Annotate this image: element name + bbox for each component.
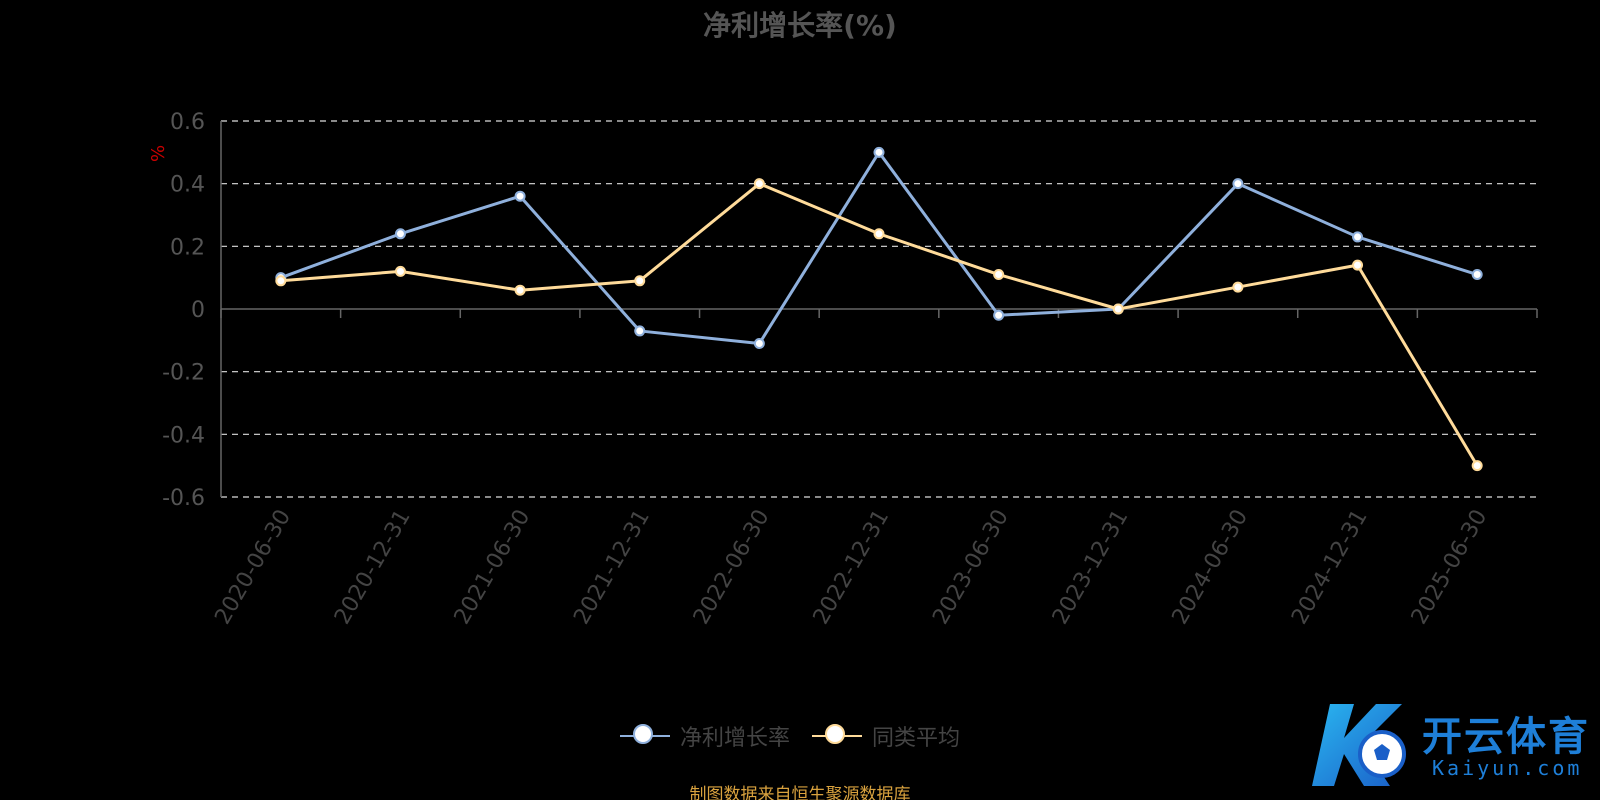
x-tick-label: 2025-06-30 bbox=[1407, 506, 1493, 629]
y-tick-label: -0.4 bbox=[162, 423, 205, 448]
x-tick-label: 2021-06-30 bbox=[450, 506, 536, 629]
x-tick-label: 2023-06-30 bbox=[928, 506, 1014, 629]
soccer-ball-logo-icon bbox=[1312, 704, 1406, 786]
data-point-1 bbox=[1232, 281, 1244, 293]
data-point-1 bbox=[275, 275, 287, 287]
data-point-0 bbox=[873, 146, 885, 158]
legend-label: 净利增长率 bbox=[680, 726, 791, 751]
data-point-0 bbox=[1232, 178, 1244, 190]
data-point-1 bbox=[753, 178, 765, 190]
data-point-0 bbox=[753, 337, 765, 349]
y-tick-label: 0 bbox=[191, 298, 205, 323]
x-tick-label: 2024-06-30 bbox=[1168, 506, 1254, 629]
legend-item-peer-average[interactable]: 同类平均 bbox=[812, 720, 960, 752]
data-point-0 bbox=[1352, 231, 1364, 243]
legend-label: 同类平均 bbox=[872, 726, 961, 751]
chart-title: 净利增长率(%) bbox=[703, 9, 897, 42]
data-point-1 bbox=[993, 269, 1005, 281]
watermark-domain: Kaiyun.com bbox=[1432, 756, 1583, 780]
y-tick-label: 0.6 bbox=[170, 110, 205, 135]
series-line-1 bbox=[280, 182, 1479, 467]
data-point-0 bbox=[514, 190, 526, 202]
data-point-1 bbox=[394, 265, 406, 277]
watermark-name: 开云体育 bbox=[1422, 714, 1590, 760]
source-note: 制图数据来自恒生聚源数据库 bbox=[689, 785, 911, 800]
x-tick-label: 2022-12-31 bbox=[809, 506, 895, 629]
x-tick-label: 2023-12-31 bbox=[1048, 506, 1134, 629]
legend-marker-peer-average bbox=[812, 724, 863, 748]
data-point-0 bbox=[634, 325, 646, 337]
y-tick-label: 0.2 bbox=[170, 235, 205, 260]
data-point-0 bbox=[1471, 269, 1483, 281]
legend-item-net-profit-growth[interactable]: 净利增长率 bbox=[620, 720, 790, 752]
y-axis-label: % bbox=[148, 145, 169, 162]
watermark-logo: 开云体育 Kaiyun.com bbox=[1310, 698, 1600, 792]
y-tick-label: -0.2 bbox=[162, 361, 205, 386]
x-tick-label: 2021-12-31 bbox=[569, 506, 655, 629]
data-point-1 bbox=[1112, 303, 1124, 315]
x-tick-label: 2020-12-31 bbox=[330, 506, 416, 629]
x-tick-label: 2022-06-30 bbox=[689, 506, 775, 629]
data-point-1 bbox=[1352, 259, 1364, 271]
data-point-1 bbox=[1471, 460, 1483, 472]
y-tick-label: -0.6 bbox=[162, 486, 205, 511]
legend: 净利增长率 同类平均 bbox=[620, 720, 960, 752]
x-tick-label: 2024-12-31 bbox=[1287, 506, 1373, 629]
data-point-1 bbox=[873, 228, 885, 240]
x-tick-label: 2020-06-30 bbox=[210, 506, 296, 629]
y-tick-label: 0.4 bbox=[170, 173, 205, 198]
data-point-1 bbox=[514, 284, 526, 296]
data-point-1 bbox=[634, 275, 646, 287]
legend-marker-net-profit-growth bbox=[620, 724, 670, 748]
data-point-0 bbox=[394, 228, 406, 240]
data-point-0 bbox=[993, 309, 1005, 321]
